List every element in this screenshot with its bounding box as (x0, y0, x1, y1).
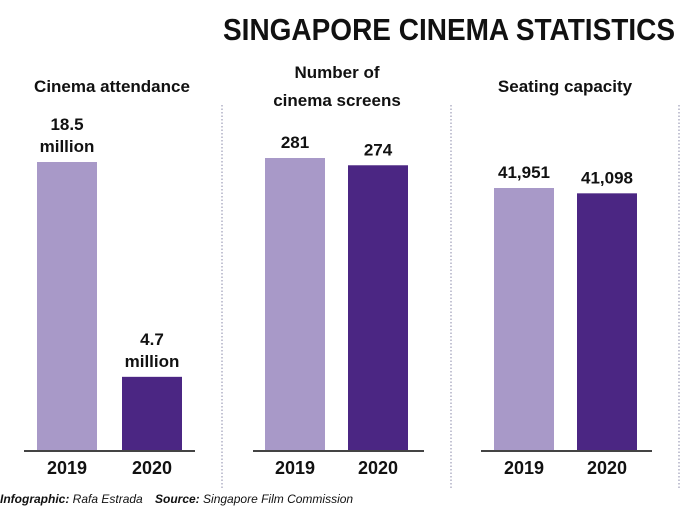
bar-2020 (348, 165, 408, 450)
data-label: million (125, 352, 180, 371)
panel-title: Seating capacity (498, 77, 633, 96)
data-label: million (40, 137, 95, 156)
panel-title: Number of (295, 63, 380, 82)
data-label: 41,098 (581, 168, 633, 187)
bar-2020 (577, 193, 637, 450)
data-label: 281 (281, 133, 309, 152)
bar-2019 (265, 158, 325, 450)
footer: Infographic: Rafa Estrada Source: Singap… (0, 492, 353, 506)
chart-title: SINGAPORE CINEMA STATISTICS (223, 12, 675, 47)
data-label: 274 (364, 140, 393, 159)
x-tick-label: 2019 (504, 458, 544, 478)
footer-source: Source: Singapore Film Commission (155, 492, 353, 506)
source-label: Source: (155, 492, 200, 506)
x-tick-label: 2019 (47, 458, 87, 478)
x-tick-label: 2019 (275, 458, 315, 478)
panel-2: Number of cinema screens 281 2019 274 2020 (253, 63, 424, 478)
source-value: Singapore Film Commission (203, 492, 353, 506)
x-tick-label: 2020 (587, 458, 627, 478)
x-tick-label: 2020 (132, 458, 172, 478)
data-label: 4.7 (140, 330, 164, 349)
data-label: 41,951 (498, 163, 550, 182)
bar-2019 (37, 162, 97, 450)
footer-credit: Infographic: Rafa Estrada (0, 492, 143, 506)
panel-3: Seating capacity 41,951 2019 41,098 2020 (481, 77, 652, 478)
data-label: 18.5 (50, 115, 83, 134)
bar-2019 (494, 188, 554, 450)
credit-value: Rafa Estrada (73, 492, 143, 506)
bar-2020 (122, 376, 182, 450)
panel-title: cinema screens (273, 91, 401, 110)
x-tick-label: 2020 (358, 458, 398, 478)
credit-label: Infographic: (0, 492, 69, 506)
panel-title: Cinema attendance (34, 77, 190, 96)
panel-1: Cinema attendance 18.5 million 2019 4.7 milli… (24, 77, 195, 478)
